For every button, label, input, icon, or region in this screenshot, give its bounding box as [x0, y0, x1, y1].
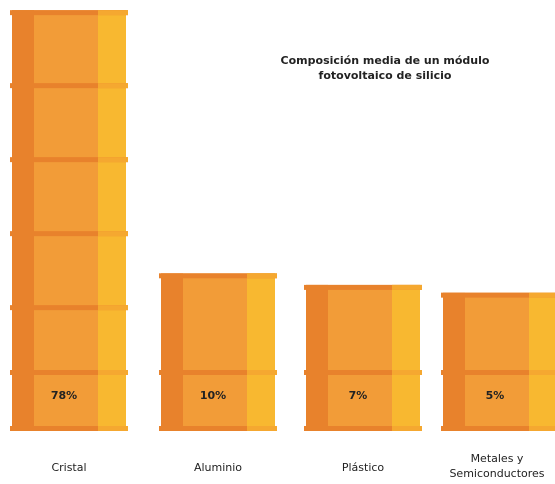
barrel-hoop	[441, 426, 555, 431]
value-label: 78%	[51, 389, 77, 402]
barrel-hoop	[10, 83, 128, 89]
barrel-hoop	[441, 292, 555, 298]
barrel-hoop	[159, 426, 277, 431]
barrel-hoop	[304, 284, 422, 290]
barrel-hoop	[10, 305, 128, 311]
barrel-hoop-light	[392, 284, 422, 290]
barrel-hoop	[10, 10, 128, 16]
barrel-hoop-light	[392, 370, 422, 375]
barrel-hoop-light	[247, 370, 277, 375]
barrel-highlight	[247, 273, 275, 430]
barrel-hoop	[304, 370, 422, 375]
barrel-hoop-light	[247, 273, 277, 279]
barrel-hoop-light	[98, 83, 128, 89]
barrel-highlight	[529, 292, 555, 430]
barrel-hoop	[10, 426, 128, 431]
barrel-shade	[12, 10, 34, 430]
barrel-hoop	[441, 370, 555, 375]
category-label: Cristal	[51, 461, 87, 474]
barrel-shade	[306, 284, 328, 430]
value-label: 10%	[200, 389, 226, 402]
barrel-hoop	[304, 426, 422, 431]
value-label: 5%	[486, 389, 505, 402]
barrel-hoop	[10, 231, 128, 237]
barrel-hoop-light	[98, 157, 128, 163]
barrel-highlight	[392, 284, 420, 430]
value-label: 7%	[349, 389, 368, 402]
barrel-hoop-light	[529, 370, 555, 375]
category-label: Metales y Semiconductores	[449, 452, 545, 480]
barrel-shade	[161, 273, 183, 430]
category-label: Aluminio	[193, 461, 243, 474]
barrel-hoop-light	[98, 370, 128, 375]
barrel-hoop	[10, 157, 128, 163]
barrel-hoop	[159, 370, 277, 375]
barrel-shade	[443, 292, 465, 430]
barrel-hoop	[10, 370, 128, 375]
barrel-hoop-light	[98, 10, 128, 16]
barrel-highlight	[98, 10, 126, 430]
category-label: Plástico	[341, 461, 385, 474]
barrel-hoop-light	[98, 231, 128, 237]
barrel-hoop-light	[98, 426, 128, 431]
barrel-hoop-light	[392, 426, 422, 431]
barrel-hoop-light	[247, 426, 277, 431]
chart-title: Composición media de un módulo fotovolta…	[280, 54, 490, 82]
barrel-hoop	[159, 273, 277, 279]
barrel-hoop-light	[529, 292, 555, 298]
barrel-hoop-light	[529, 426, 555, 431]
barrel-hoop-light	[98, 305, 128, 311]
